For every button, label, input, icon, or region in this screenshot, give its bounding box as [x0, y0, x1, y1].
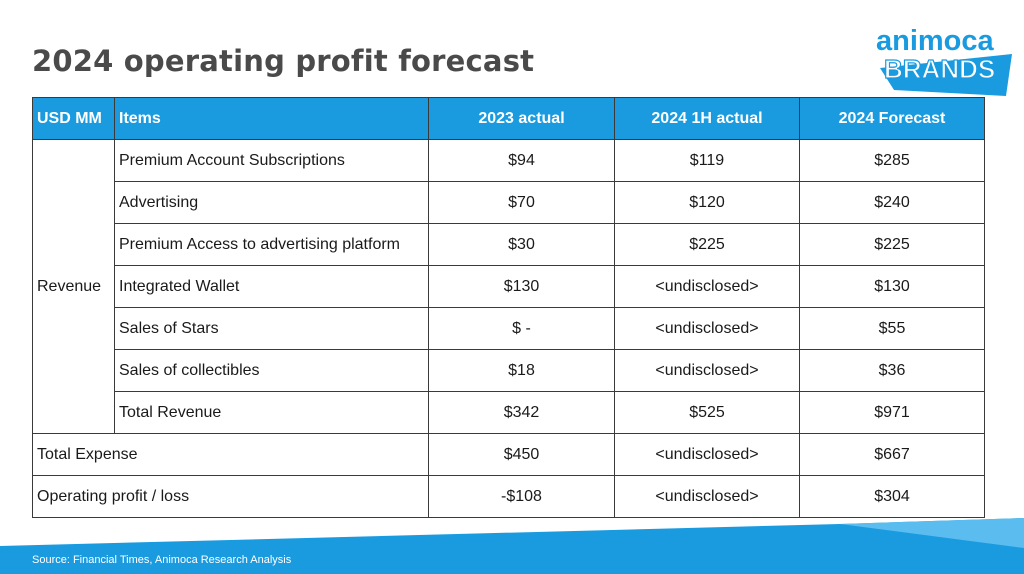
- cell-2024-forecast: $971: [799, 391, 985, 434]
- table-row: Premium Access to advertising platform $…: [33, 223, 985, 266]
- cell-2024-1h: $120: [614, 181, 800, 224]
- cell-2023: $18: [428, 349, 615, 392]
- table-row: Total Revenue $342 $525 $971: [33, 391, 985, 434]
- header-2024-forecast: 2024 Forecast: [799, 97, 985, 140]
- cell-2024-forecast: $304: [799, 475, 985, 518]
- cell-2024-1h: <undisclosed>: [614, 349, 800, 392]
- row-item: Integrated Wallet: [114, 265, 429, 308]
- cell-2024-1h: <undisclosed>: [614, 307, 800, 350]
- row-item: Sales of collectibles: [114, 349, 429, 392]
- cell-2024-1h: <undisclosed>: [614, 265, 800, 308]
- row-item: Sales of Stars: [114, 307, 429, 350]
- cell-2024-forecast: $240: [799, 181, 985, 224]
- cell-2024-1h: $119: [614, 139, 800, 182]
- row-item: Operating profit / loss: [32, 475, 429, 518]
- header-items: Items: [114, 97, 429, 140]
- table-row: Operating profit / loss -$108 <undisclos…: [32, 475, 985, 518]
- animoca-brands-logo: animoca BRANDS: [876, 25, 1012, 96]
- revenue-group-label: Revenue: [32, 139, 115, 434]
- table-row: Total Expense $450 <undisclosed> $667: [32, 433, 985, 476]
- row-item: Premium Access to advertising platform: [114, 223, 429, 266]
- cell-2023: $130: [428, 265, 615, 308]
- cell-2024-1h: $225: [614, 223, 800, 266]
- svg-text:BRANDS: BRANDS: [884, 54, 995, 84]
- cell-2023: -$108: [428, 475, 615, 518]
- table-row: Integrated Wallet $130 <undisclosed> $13…: [33, 265, 985, 308]
- cell-2024-forecast: $285: [799, 139, 985, 182]
- svg-text:animoca: animoca: [876, 25, 995, 57]
- table-row: Sales of Stars $ - <undisclosed> $55: [33, 307, 985, 350]
- header-2024-1h-actual: 2024 1H actual: [614, 97, 800, 140]
- cell-2024-forecast: $36: [799, 349, 985, 392]
- cell-2024-1h: <undisclosed>: [614, 475, 800, 518]
- cell-2023: $94: [428, 139, 615, 182]
- cell-2024-forecast: $667: [799, 433, 985, 476]
- cell-2023: $450: [428, 433, 615, 476]
- source-note: Source: Financial Times, Animoca Researc…: [32, 554, 292, 566]
- cell-2024-forecast: $55: [799, 307, 985, 350]
- row-item: Advertising: [114, 181, 429, 224]
- footer-band: [0, 518, 1024, 574]
- slide-title: 2024 operating profit forecast: [32, 44, 535, 78]
- cell-2024-forecast: $225: [799, 223, 985, 266]
- cell-2024-forecast: $130: [799, 265, 985, 308]
- cell-2024-1h: $525: [614, 391, 800, 434]
- cell-2023: $ -: [428, 307, 615, 350]
- header-unit: USD MM: [32, 97, 115, 140]
- table-row: Revenue Premium Account Subscriptions $9…: [32, 139, 985, 434]
- row-item: Total Revenue: [114, 391, 429, 434]
- table-row: Advertising $70 $120 $240: [33, 181, 985, 224]
- forecast-table: USD MM Items 2023 actual 2024 1H actual …: [32, 97, 985, 518]
- cell-2023: $70: [428, 181, 615, 224]
- table-row: Sales of collectibles $18 <undisclosed> …: [33, 349, 985, 392]
- cell-2023: $30: [428, 223, 615, 266]
- row-item: Premium Account Subscriptions: [114, 139, 429, 182]
- cell-2024-1h: <undisclosed>: [614, 433, 800, 476]
- header-2023-actual: 2023 actual: [428, 97, 615, 140]
- table-header-row: USD MM Items 2023 actual 2024 1H actual …: [32, 97, 985, 140]
- row-item: Total Expense: [32, 433, 429, 476]
- cell-2023: $342: [428, 391, 615, 434]
